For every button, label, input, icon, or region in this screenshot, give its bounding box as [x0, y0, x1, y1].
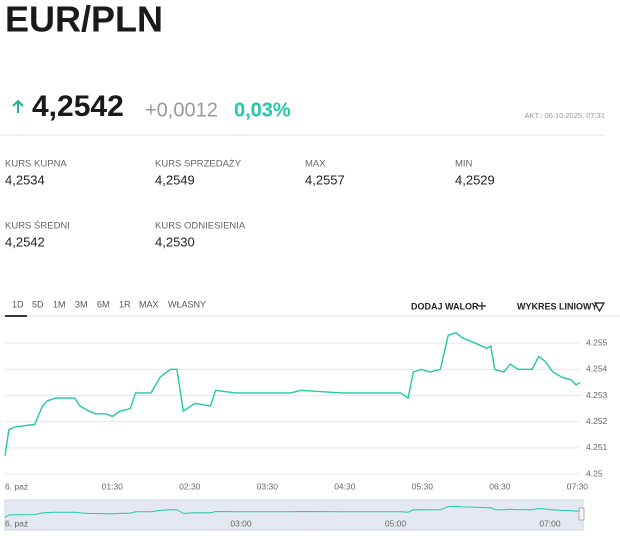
x-tick-label: 05:30	[412, 481, 434, 491]
stat-label: MAX	[305, 159, 326, 170]
y-tick-label: 4.25	[586, 468, 603, 478]
x-tick-label: 05:00	[385, 518, 407, 528]
price: 4,2542	[32, 90, 124, 123]
y-tick-label: 4.255	[586, 337, 608, 347]
range-tab[interactable]: WŁASNY	[168, 299, 206, 309]
stat-value: 4,2530	[155, 234, 195, 249]
x-tick-label: 6. paź	[5, 481, 28, 491]
range-tab[interactable]: 5D	[32, 299, 44, 309]
stat-label: KURS ŚREDNI	[5, 220, 70, 232]
navigator[interactable]	[4, 499, 584, 531]
stat-value: 4,2557	[305, 172, 345, 187]
stat-label: KURS ODNIESIENIA	[155, 221, 246, 232]
action[interactable]: DODAJ WALOR	[411, 301, 479, 311]
range-tab[interactable]: 1R	[119, 299, 131, 309]
range-tab[interactable]: 1D	[12, 299, 24, 309]
dropdown-icon	[593, 302, 606, 313]
y-tick-label: 4.252	[586, 416, 608, 426]
change-percent: 0,03%	[234, 99, 291, 121]
plus-icon	[478, 302, 486, 310]
stat-value: 4,2534	[5, 172, 45, 187]
title: EUR/PLN	[5, 0, 163, 40]
x-tick-label: 01:30	[102, 481, 124, 491]
stat-label: MIN	[455, 159, 473, 170]
x-tick-label: 6. paź	[5, 518, 28, 528]
stat-value: 4,2549	[155, 172, 195, 187]
navigator-line	[4, 505, 581, 518]
stat-label: KURS KUPNA	[5, 159, 67, 170]
x-tick-label: 06:30	[489, 481, 511, 491]
range-tab[interactable]: 3M	[75, 299, 88, 309]
stat-label: KURS SPRZEDAŻY	[155, 159, 242, 170]
range-tab[interactable]: 6M	[97, 299, 110, 309]
x-tick-label: 07:30	[567, 481, 589, 491]
price-line	[4, 331, 581, 456]
stat-value: 4,2529	[455, 172, 495, 187]
x-tick-label: 04:30	[334, 481, 356, 491]
x-tick-label: 07:00	[539, 518, 561, 528]
y-tick-label: 4.254	[586, 364, 608, 374]
up-arrow	[12, 99, 24, 113]
action[interactable]: WYKRES LINIOWY	[517, 301, 598, 311]
navigator-handle[interactable]	[578, 507, 585, 521]
y-tick-label: 4.253	[586, 390, 608, 400]
x-tick-label: 02:30	[179, 481, 201, 491]
y-tick-label: 4.251	[586, 442, 608, 452]
updated: AKT.: 06.10.2025, 07:31	[525, 111, 605, 120]
range-tab[interactable]: MAX	[139, 299, 159, 309]
x-tick-label: 03:00	[230, 518, 252, 528]
x-tick-label: 03:30	[257, 481, 279, 491]
stat-value: 4,2542	[5, 234, 45, 249]
change: +0,0012	[145, 99, 218, 121]
range-tab[interactable]: 1M	[53, 299, 66, 309]
